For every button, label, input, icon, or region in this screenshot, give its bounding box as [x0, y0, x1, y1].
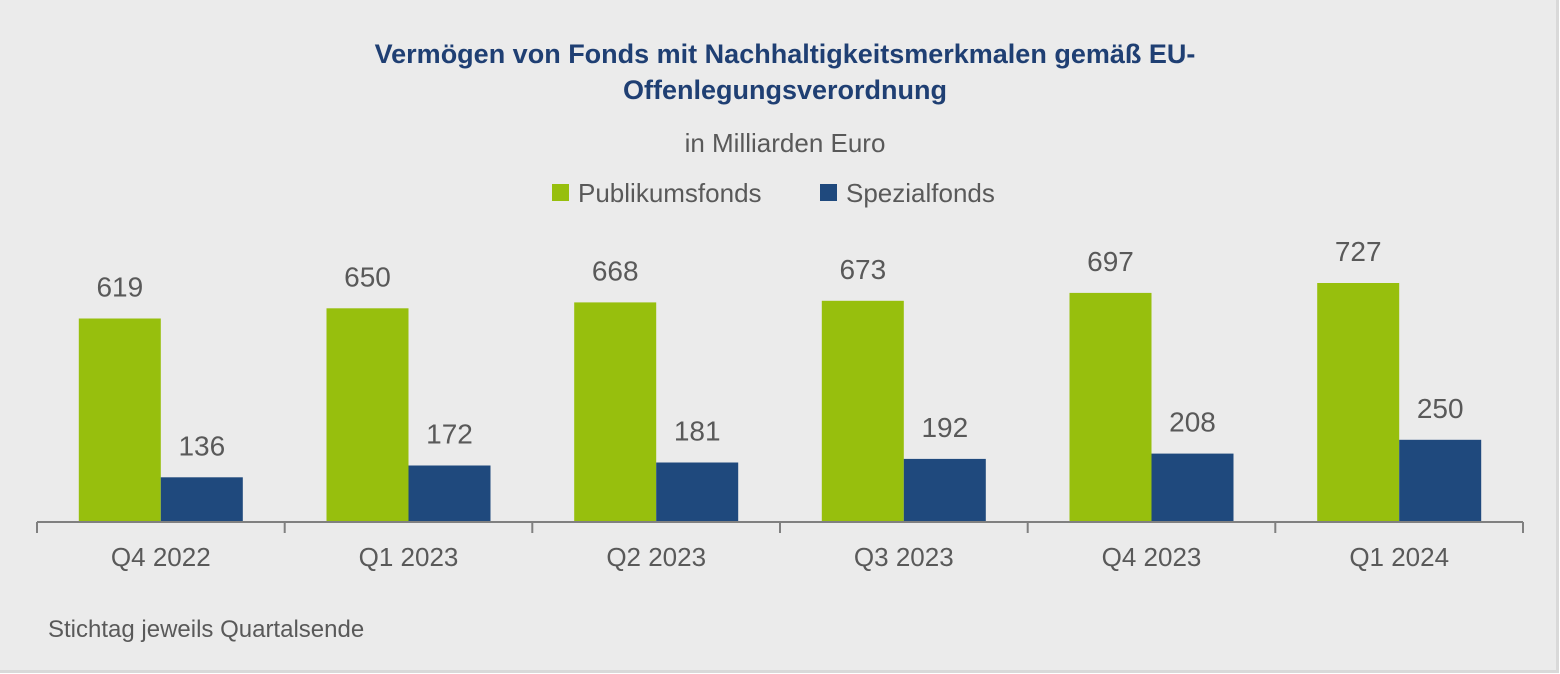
value-label-publikumsfonds-q1-2024: 727	[1335, 236, 1382, 267]
bar-spezialfonds-q1-2023	[408, 465, 491, 522]
value-label-spezialfonds-q3-2023: 192	[921, 412, 968, 443]
value-label-spezialfonds-q4-2022: 136	[178, 430, 225, 461]
x-tick-label-q4-2023: Q4 2023	[1102, 542, 1202, 572]
x-tick-label-q2-2023: Q2 2023	[606, 542, 706, 572]
bar-spezialfonds-q2-2023	[656, 462, 739, 522]
bar-publikumsfonds-q4-2022	[78, 318, 161, 522]
x-tick-label-q1-2024: Q1 2024	[1349, 542, 1449, 572]
value-label-spezialfonds-q2-2023: 181	[674, 416, 721, 447]
legend-swatch-spezialfonds	[820, 184, 837, 201]
value-label-publikumsfonds-q3-2023: 673	[839, 254, 886, 285]
plot-area: 619 136 Q4 2022 650 172 Q1 2023 668 181 Q2 2023 6…	[36, 236, 1524, 572]
value-label-publikumsfonds-q2-2023: 668	[592, 255, 639, 286]
legend-label-spezialfonds: Spezialfonds	[846, 178, 995, 208]
x-tick-label-q4-2022: Q4 2022	[111, 542, 211, 572]
chart-title-line-1: Vermögen von Fonds mit Nachhaltigkeitsme…	[375, 39, 1196, 69]
value-label-publikumsfonds-q1-2023: 650	[344, 261, 391, 292]
x-tick-label-q1-2023: Q1 2023	[359, 542, 459, 572]
value-label-publikumsfonds-q4-2022: 619	[96, 272, 143, 303]
bar-publikumsfonds-q1-2024	[1317, 283, 1400, 522]
bar-publikumsfonds-q4-2023	[1069, 292, 1152, 522]
legend-swatch-publikumsfonds	[552, 184, 569, 201]
footnote: Stichtag jeweils Quartalsende	[48, 616, 364, 643]
bar-spezialfonds-q4-2022	[160, 477, 243, 522]
bar-publikumsfonds-q2-2023	[574, 302, 657, 522]
value-label-spezialfonds-q4-2023: 208	[1169, 407, 1216, 438]
legend: Publikumsfonds Spezialfonds	[552, 178, 995, 208]
bar-publikumsfonds-q3-2023	[821, 300, 904, 522]
bar-spezialfonds-q4-2023	[1151, 453, 1234, 522]
bar-spezialfonds-q1-2024	[1399, 439, 1482, 522]
bar-publikumsfonds-q1-2023	[326, 308, 409, 522]
chart-subtitle: in Milliarden Euro	[685, 128, 886, 158]
chart-title-line-2: Offenlegungsverordnung	[623, 75, 947, 105]
x-tick-label-q3-2023: Q3 2023	[854, 542, 954, 572]
value-label-spezialfonds-q1-2024: 250	[1417, 393, 1464, 424]
bar-spezialfonds-q3-2023	[903, 458, 986, 522]
value-label-spezialfonds-q1-2023: 172	[426, 419, 473, 450]
legend-label-publikumsfonds: Publikumsfonds	[578, 178, 762, 208]
value-label-publikumsfonds-q4-2023: 697	[1087, 246, 1134, 277]
